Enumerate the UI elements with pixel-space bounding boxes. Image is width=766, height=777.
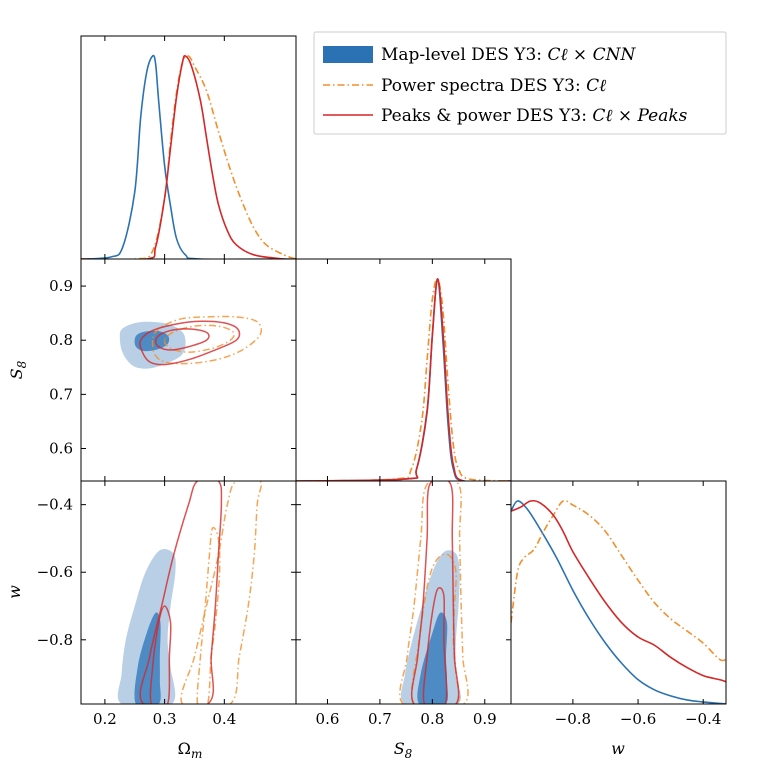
- contour-om_s8-outer-peaks-power: [139, 320, 241, 366]
- frame-om-w: [80, 480, 297, 705]
- panel-w-marginal: [511, 499, 726, 704]
- marginal-w-power-spectra: [511, 499, 726, 662]
- xlabel-om-subscript: m: [191, 747, 202, 761]
- legend-label-power-spectra: Power spectra DES Y3:: [381, 76, 586, 96]
- legend-math-map-level: Cℓ × CNN: [547, 45, 636, 65]
- legend-label-map-level: Map-level DES Y3:: [381, 45, 547, 65]
- ylabel-s8-subscript: 8: [15, 360, 29, 368]
- ytick-label-w-2: −0.4: [37, 496, 73, 514]
- xlabel-om: Ωm: [178, 739, 203, 761]
- contour-om_w-inner-power-spectra: [196, 526, 221, 704]
- frame-w-w: [510, 480, 727, 705]
- frame-om-s8: [80, 258, 297, 482]
- contour-om_w-inner-peaks-power: [149, 605, 172, 704]
- frame-om-om: [80, 35, 297, 260]
- xtick-label-s8-3: 0.9: [473, 710, 497, 728]
- xtick-label-w-1: −0.6: [620, 710, 656, 728]
- ylabel-s8-symbol: S: [7, 368, 26, 379]
- marginal-s8-peaks-power: [296, 278, 511, 481]
- marginal-s8-power-spectra: [296, 278, 511, 481]
- xlabel-w: w: [611, 739, 625, 758]
- ylabel-w-symbol: w: [5, 585, 24, 599]
- legend-frame: [313, 31, 727, 135]
- panel-om_w: [117, 481, 263, 704]
- marginal-s8-map-level: [296, 278, 511, 481]
- ytick-label-s8-2: 0.8: [49, 331, 73, 349]
- ytick-label-w-1: −0.6: [37, 563, 73, 581]
- ylabel-w: w: [5, 585, 24, 599]
- xlabel-om-symbol: Ω: [178, 739, 191, 758]
- marginal-om-peaks-power: [81, 54, 296, 259]
- contour-om_s8-outer-power-spectra: [151, 315, 263, 365]
- legend-math-power-spectra: Cℓ: [586, 76, 606, 96]
- legend-swatch-map-level: [323, 46, 373, 63]
- contour-om_s8-inner-peaks-power: [154, 328, 210, 351]
- legend-entry-power-spectra: Power spectra DES Y3: Cℓ: [381, 76, 606, 96]
- xtick-label-om-0: 0.2: [93, 710, 117, 728]
- contour-om_w-outer-map-level: [117, 548, 176, 704]
- panel-om_s8: [119, 315, 263, 369]
- ytick-label-s8-3: 0.9: [49, 277, 73, 295]
- xlabel-s8: S8: [394, 739, 413, 761]
- ytick-label-w-0: −0.8: [37, 631, 73, 649]
- legend-math-peaks-power: Cℓ × Peaks: [592, 106, 687, 126]
- xtick-label-om-1: 0.3: [153, 710, 177, 728]
- xtick-label-w-2: −0.4: [685, 710, 721, 728]
- ytick-label-s8-0: 0.6: [49, 440, 73, 458]
- frame-s8-w: [295, 480, 512, 705]
- legend-label-peaks-power: Peaks & power DES Y3:: [381, 106, 592, 126]
- legend-entry-peaks-power: Peaks & power DES Y3: Cℓ × Peaks: [381, 106, 688, 126]
- legend-entry-map-level: Map-level DES Y3: Cℓ × CNN: [381, 45, 636, 65]
- marginal-w-peaks-power: [511, 499, 726, 683]
- ytick-label-s8-1: 0.7: [49, 385, 73, 403]
- xtick-label-s8-1: 0.7: [368, 710, 392, 728]
- xtick-label-om-2: 0.4: [212, 710, 236, 728]
- xtick-label-w-0: −0.8: [555, 710, 591, 728]
- panel-om-marginal: [81, 54, 296, 259]
- xlabel-w-symbol: w: [611, 739, 625, 758]
- marginal-om-map-level: [81, 54, 296, 259]
- panels: 0.2 0.3 0.4 0.6 0.7 0.8 0.9 −0.8 −0.6 −0.4 0.6 0.7 0…: [5, 35, 727, 761]
- contour-om_w-outer-power-spectra: [180, 481, 263, 704]
- contour-s8_w-inner-peaks-power: [422, 587, 448, 704]
- xtick-label-s8-0: 0.6: [316, 710, 340, 728]
- marginal-w-map-level: [511, 500, 726, 704]
- contour-s8_w-outer-peaks-power: [410, 481, 460, 704]
- panel-s8_w: [399, 481, 469, 704]
- xlabel-s8-symbol: S: [394, 739, 405, 758]
- legend: Map-level DES Y3: Cℓ × CNN Power spectra…: [313, 31, 727, 135]
- contour-s8_w-outer-power-spectra: [399, 481, 469, 704]
- ylabel-s8: S8: [7, 360, 29, 379]
- panel-s8-marginal: [296, 278, 511, 481]
- xtick-label-s8-2: 0.8: [420, 710, 444, 728]
- frame-s8-s8: [295, 258, 512, 482]
- xlabel-s8-subscript: 8: [405, 747, 413, 761]
- marginal-om-power-spectra: [81, 55, 296, 259]
